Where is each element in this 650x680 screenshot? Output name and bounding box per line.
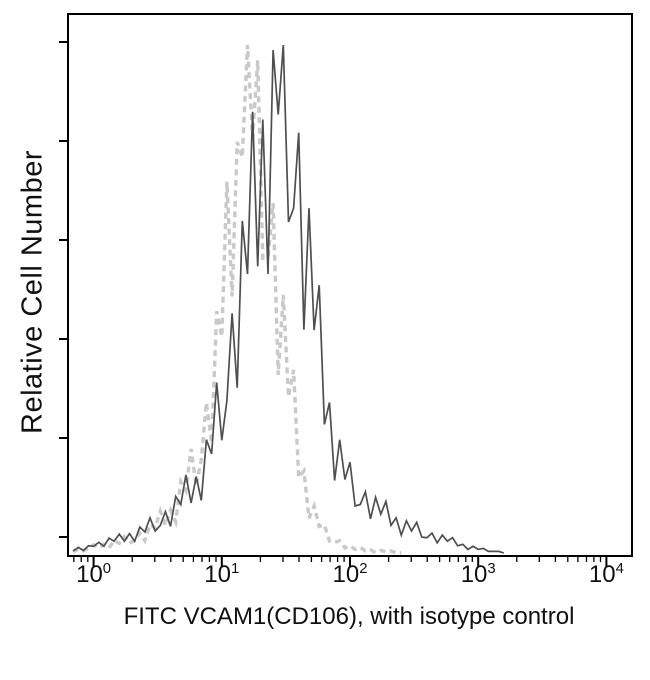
x-tick-label-10e4: 104 bbox=[589, 561, 624, 589]
vcam1-fitc-trace bbox=[72, 44, 505, 554]
x-axis-minor-ticks bbox=[73, 556, 602, 562]
x-tick-exponent: 1 bbox=[231, 561, 240, 577]
x-tick-exponent: 0 bbox=[102, 561, 112, 577]
x-tick-base: 10 bbox=[332, 561, 360, 588]
x-tick-base: 10 bbox=[76, 561, 103, 588]
isotype-control-trace bbox=[72, 44, 402, 555]
x-tick-exponent: 3 bbox=[487, 561, 496, 577]
x-tick-base: 10 bbox=[588, 561, 616, 588]
plot-border bbox=[67, 13, 633, 557]
x-tick-base: 10 bbox=[460, 561, 488, 588]
x-tick-base: 10 bbox=[204, 561, 232, 588]
x-axis-major-ticks bbox=[92, 556, 608, 567]
x-tick-label-10e0: 100 bbox=[76, 561, 111, 589]
x-tick-exponent: 2 bbox=[359, 561, 368, 577]
y-axis-ticks bbox=[59, 41, 68, 538]
y-axis-label: Relative Cell Number bbox=[16, 150, 49, 434]
x-tick-exponent: 4 bbox=[615, 561, 624, 577]
x-tick-label-10e1: 101 bbox=[204, 561, 239, 589]
x-tick-label-10e3: 103 bbox=[461, 561, 496, 589]
x-tick-label-10e2: 102 bbox=[333, 561, 368, 589]
x-axis-title: FITC VCAM1(CD106), with isotype control bbox=[123, 603, 575, 630]
